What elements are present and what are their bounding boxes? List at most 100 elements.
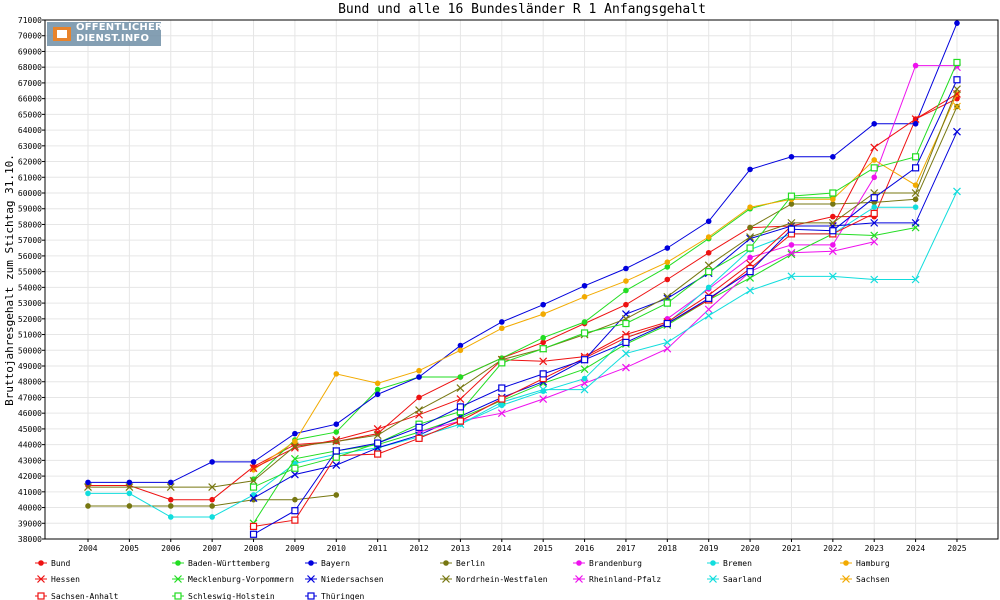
y-tick-label: 57000 [18,236,42,245]
legend-label: Bayern [321,559,350,568]
x-tick-label: 2013 [451,544,470,553]
legend-item: Mecklenburg-Vorpommern [172,575,294,584]
data-point [498,384,506,392]
y-tick-label: 69000 [18,47,42,56]
x-tick-label: 2017 [616,544,635,553]
data-point [167,496,174,503]
y-tick-label: 55000 [18,268,42,277]
data-point [664,276,671,283]
data-point [249,494,258,503]
data-point [870,275,879,284]
data-point [540,301,546,308]
legend-label: Berlin [456,559,485,568]
x-tick-label: 2015 [534,544,553,553]
legend-item: Bund [35,559,70,568]
data-point [954,20,960,26]
series-line [253,93,958,471]
data-point [705,249,712,256]
data-point [664,245,671,251]
legend-label: Thüringen [321,592,365,600]
data-point [830,201,836,207]
x-tick-label: 2025 [947,544,966,553]
data-point [539,385,548,394]
data-point [828,218,837,227]
data-point [333,421,340,427]
data-point [85,503,91,509]
data-point [664,264,671,270]
legend-label: Bremen [723,559,752,568]
y-tick-label: 64000 [18,126,42,135]
data-point [250,459,257,465]
data-point [870,218,879,227]
y-axis-ticks: 38000 39000 40000 41000 42000 43000 44000 45000… [18,16,45,544]
data-point [580,365,589,374]
data-point [870,231,879,240]
data-point [498,359,506,367]
legend-marker [308,560,314,566]
data-point [870,237,879,246]
y-tick-label: 56000 [18,252,42,261]
legend-item: Nordrhein-Westfalen [440,575,548,584]
data-point [85,490,91,497]
data-point [332,453,340,461]
data-point [457,374,464,380]
chart-title: Bund und alle 16 Bundesländer R 1 Anfang… [338,2,706,17]
data-point [704,311,713,320]
data-point [374,380,381,387]
data-point [456,417,465,425]
legend-label: Sachsen-Anhalt [51,592,119,600]
x-tick-label: 2012 [409,544,428,553]
series-line [253,79,958,535]
data-point [249,464,258,473]
data-point [830,242,836,248]
series-line [253,212,875,527]
y-tick-label: 68000 [18,63,42,72]
legend-marker [575,575,583,583]
legend-label: Rheinland-Pfalz [589,575,661,584]
legend-marker [710,560,716,566]
data-point [912,204,919,210]
legend-marker [709,575,717,583]
data-point [332,437,341,446]
data-point [333,492,340,498]
data-point [374,439,382,447]
data-point [456,395,465,403]
data-point [540,334,546,341]
data-point [373,424,382,433]
legend-marker [576,560,582,566]
legend-marker [307,575,315,583]
data-point [953,102,961,111]
series-line [667,65,957,320]
legend-item: Niedersachsen [305,575,384,584]
data-point [828,247,837,256]
data-point [704,305,713,314]
data-point [499,319,505,325]
data-point [663,299,671,307]
data-point [292,430,298,437]
data-point [663,344,672,353]
legend-item: Brandenburg [573,559,642,568]
data-point [374,391,381,398]
series-line [253,93,958,469]
x-tick-label: 2008 [244,544,263,553]
series-line [88,89,958,488]
data-point [581,294,588,300]
data-point [332,447,340,455]
data-point [456,384,465,392]
x-tick-label: 2007 [203,544,222,553]
legend-marker [842,575,850,583]
legend-label: Brandenburg [589,559,642,568]
y-tick-label: 60000 [18,189,42,198]
data-point [539,357,548,366]
data-point [787,225,796,233]
data-point [290,442,299,451]
y-axis-label: Bruttojahresgehalt zum Stichtag 31.10. [3,154,16,406]
data-point [167,514,174,520]
y-tick-label: 71000 [18,16,42,25]
data-point [787,192,796,200]
data-point [539,395,548,403]
data-point [249,522,258,531]
data-point [499,325,505,332]
data-point [209,503,215,509]
